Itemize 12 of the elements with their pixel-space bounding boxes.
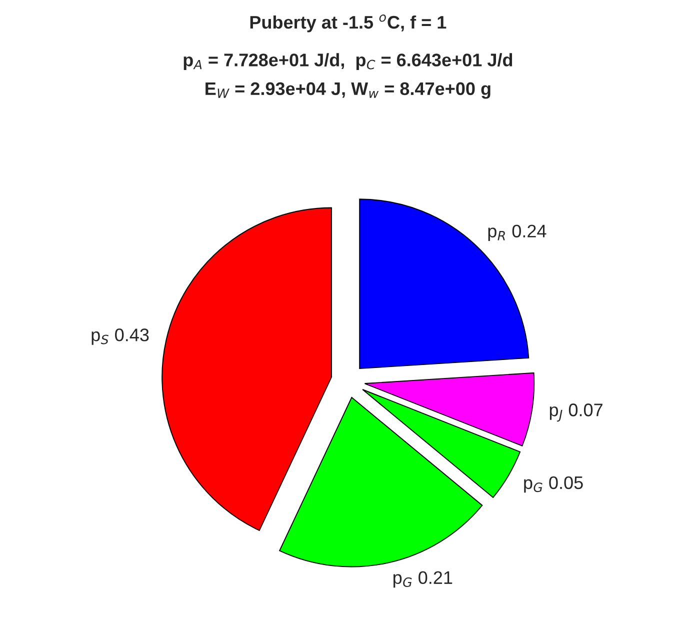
slice-label: p$_{S}$ xyxy=(92,331,108,345)
slice-label: p$_{G}$ xyxy=(394,574,412,588)
data-label: 0.24 xyxy=(512,224,546,238)
data-label: 0.21 xyxy=(418,571,452,584)
chart-title: Puberty at -1.5 $^{o}$C, f = 1 xyxy=(250,14,446,32)
slice-label: p$_{G}$ xyxy=(524,479,542,493)
text: p$_{A}$ = 7.728e+01 J/d, p$_{C}$ = 6.643e+01 J/d E$_{W}$ = 2.93e+04 J, W$_{w}$ = 8.47e+00 g xyxy=(184,53,512,99)
slice-label: p$_{J}$ xyxy=(550,406,562,422)
data-label: 0.07 xyxy=(568,404,602,416)
data-label: 0.05 xyxy=(549,476,583,490)
slice-label: p$_{R}$ xyxy=(488,228,505,242)
data-label: 0.43 xyxy=(115,328,149,342)
